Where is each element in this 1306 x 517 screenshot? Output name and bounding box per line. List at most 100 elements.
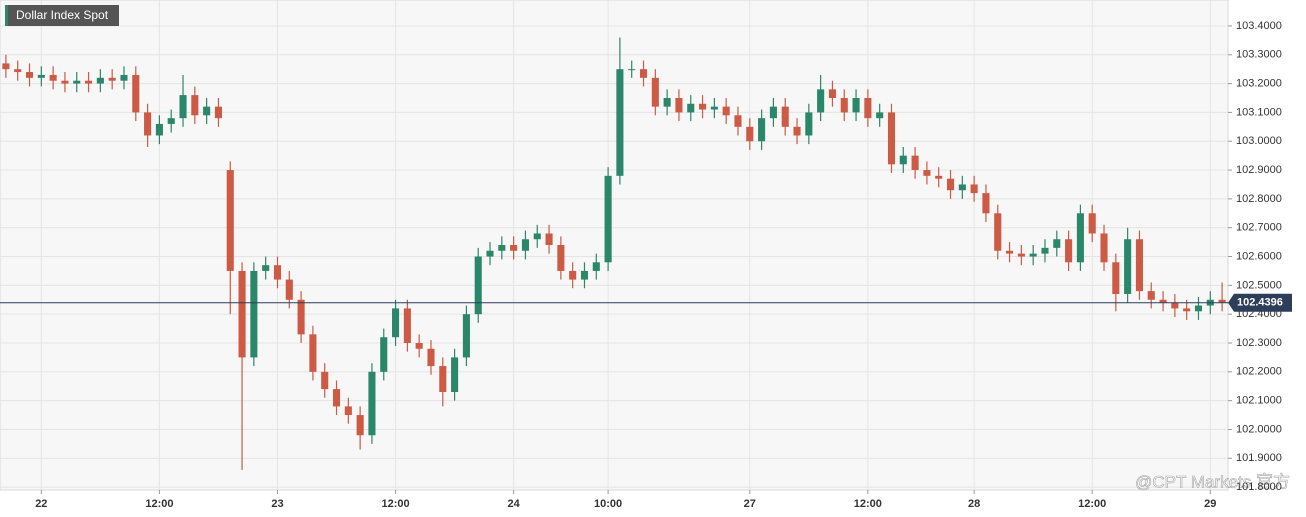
- candle-body: [1159, 299, 1167, 303]
- candle-body: [2, 63, 10, 70]
- candle-body: [108, 77, 116, 81]
- candle-body: [545, 233, 553, 245]
- candle-body: [285, 279, 293, 300]
- grid: [0, 0, 1228, 490]
- y-tick-label: 103.4000: [1236, 20, 1282, 32]
- x-tick-label: 12:00: [145, 498, 173, 510]
- candle-body: [793, 126, 801, 136]
- candle-body: [451, 357, 459, 392]
- x-tick-label: 12:00: [381, 498, 409, 510]
- x-tick-label: 24: [508, 498, 521, 510]
- candle-body: [1218, 299, 1226, 303]
- candle-body: [167, 118, 175, 124]
- candle-body: [852, 98, 860, 113]
- y-tick-label: 102.1000: [1236, 395, 1282, 407]
- candle-body: [439, 366, 447, 392]
- candle-body: [1100, 233, 1108, 263]
- candle-body: [262, 265, 270, 271]
- candle-body: [321, 371, 329, 390]
- candle-body: [887, 112, 896, 165]
- x-tick-label: 12:00: [854, 498, 882, 510]
- candle-body: [722, 106, 730, 116]
- candle-body: [769, 106, 777, 119]
- title-accent: [5, 5, 8, 26]
- candle-body: [14, 69, 22, 73]
- y-tick-label: 102.9000: [1236, 164, 1282, 176]
- candle-body: [734, 115, 742, 127]
- candle-body: [238, 270, 246, 358]
- plot-area: [0, 0, 1229, 491]
- candle-body: [817, 89, 825, 113]
- candle-body: [309, 334, 317, 372]
- candle-body: [533, 233, 541, 240]
- x-tick-label: 28: [968, 498, 980, 510]
- candle-body: [1029, 253, 1037, 257]
- candle-body: [203, 106, 211, 116]
- candle-body: [557, 245, 565, 271]
- chart-title: Dollar Index Spot: [16, 8, 109, 22]
- candle-body: [521, 239, 529, 251]
- y-tick-label: 101.9000: [1236, 452, 1282, 464]
- candle-body: [616, 69, 624, 176]
- candle-body: [805, 112, 813, 136]
- candle-body: [49, 74, 57, 81]
- candle-body: [1147, 291, 1155, 300]
- candle-body: [651, 77, 659, 107]
- candle-body: [663, 98, 671, 107]
- x-tick-label: 12:00: [1078, 498, 1106, 510]
- candle-body: [639, 69, 648, 78]
- y-tick-label: 102.8000: [1236, 193, 1282, 205]
- last-price-tag: [1228, 293, 1292, 312]
- y-tick-label: 101.8000: [1236, 481, 1282, 493]
- y-tick-label: 102.5000: [1236, 279, 1282, 291]
- candle-body: [1124, 239, 1132, 294]
- candle-body: [155, 123, 163, 136]
- candle-body: [876, 112, 884, 119]
- candle-body: [1006, 250, 1014, 254]
- candle-body: [73, 80, 81, 84]
- candle-body: [946, 178, 955, 191]
- candle-body: [1041, 247, 1049, 254]
- candle-body: [250, 270, 258, 358]
- candle-body: [356, 415, 364, 436]
- watermark: @CPT Markets 官方: [1135, 472, 1290, 491]
- y-tick-label: 103.2000: [1236, 77, 1282, 89]
- candle-body: [85, 80, 93, 84]
- y-tick-label: 102.7000: [1236, 222, 1282, 234]
- candle-body: [699, 103, 707, 110]
- candle-body: [1135, 239, 1143, 292]
- candle-body: [427, 348, 435, 367]
- candle-body: [498, 245, 506, 251]
- y-tick-label: 103.3000: [1236, 49, 1282, 61]
- candle-body: [687, 103, 695, 113]
- candle-body: [1088, 213, 1096, 234]
- candle-body: [462, 314, 470, 358]
- candle-body: [604, 175, 612, 263]
- y-tick-label: 102.2000: [1236, 366, 1282, 378]
- candle-body: [592, 262, 600, 271]
- candle-body: [675, 98, 683, 113]
- x-tick-label: 27: [744, 498, 756, 510]
- candle-body: [710, 106, 718, 110]
- candle-body: [368, 371, 376, 436]
- candle-body: [415, 343, 423, 349]
- candle-body: [403, 308, 411, 343]
- y-tick-label: 103.0000: [1236, 135, 1282, 147]
- candle-body: [1076, 213, 1084, 263]
- candle-body: [569, 270, 577, 280]
- candle-body: [1053, 239, 1061, 248]
- candle-body: [994, 213, 1002, 251]
- candle-body: [1112, 262, 1120, 294]
- candle-body: [828, 89, 836, 98]
- candle-body: [628, 69, 636, 71]
- candle-body: [380, 337, 388, 372]
- last-price-label: 102.4396: [1237, 297, 1283, 309]
- y-tick-label: 102.3000: [1236, 337, 1282, 349]
- candle-body: [61, 80, 69, 84]
- y-tick-label: 102.0000: [1236, 423, 1282, 435]
- candle-body: [1171, 302, 1179, 309]
- y-tick-label: 102.6000: [1236, 250, 1282, 262]
- candle-body: [911, 155, 919, 171]
- candle-body: [132, 74, 140, 113]
- candle-body: [392, 308, 400, 338]
